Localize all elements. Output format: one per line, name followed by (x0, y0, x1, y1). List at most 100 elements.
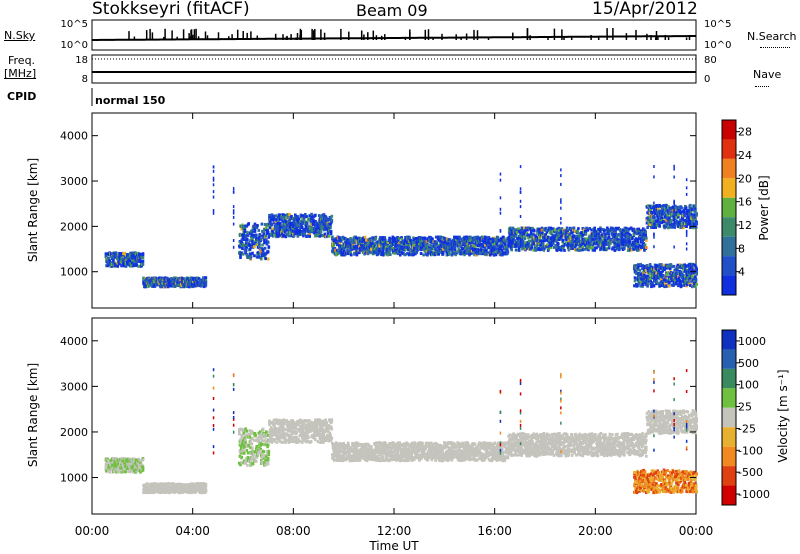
range-cell (293, 221, 296, 225)
range-cell (340, 247, 344, 251)
range-cell (343, 247, 346, 251)
power-ylabel: Slant Range [km] (26, 158, 40, 262)
range-cell (118, 262, 121, 266)
range-cell (673, 167, 675, 171)
range-cell (638, 268, 642, 272)
range-cell (653, 216, 656, 220)
range-cell (249, 243, 252, 247)
range-cell (204, 283, 208, 287)
range-cell (114, 251, 118, 255)
range-cell (329, 232, 333, 236)
range-cell (662, 274, 665, 278)
range-cell (332, 249, 335, 253)
range-cell (320, 226, 323, 230)
range-cell (308, 233, 311, 236)
range-cell (282, 213, 285, 217)
range-cell (397, 236, 401, 240)
range-cell (680, 284, 683, 288)
range-cell (232, 239, 235, 242)
nsky-panel (91, 19, 697, 51)
range-cell (212, 169, 215, 173)
range-cell (673, 224, 676, 228)
range-cell (595, 246, 598, 250)
range-cell (266, 228, 269, 232)
range-cell (124, 264, 128, 268)
range-cell (297, 217, 301, 221)
range-cell (265, 242, 269, 246)
range-cell (519, 205, 522, 209)
range-cell (280, 232, 284, 236)
range-cell (294, 213, 297, 217)
range-cell (268, 220, 272, 224)
range-cell (628, 240, 632, 244)
range-cell (265, 226, 268, 230)
range-cell (517, 240, 520, 244)
range-cell (285, 216, 288, 220)
range-cell (263, 223, 267, 226)
range-cell (284, 213, 288, 217)
range-cell (109, 254, 113, 258)
range-cell (422, 253, 425, 257)
range-cell (251, 251, 254, 255)
range-cell (658, 224, 661, 228)
range-cell (560, 235, 562, 238)
range-cell (255, 225, 259, 229)
range-cell (501, 248, 504, 252)
range-cell (250, 232, 254, 236)
range-cell (607, 244, 611, 248)
range-cell (119, 252, 122, 255)
range-cell (334, 237, 337, 241)
range-cell (188, 285, 191, 289)
plot-title: Stokkseyri (fitACF) (92, 0, 250, 19)
range-cell (692, 218, 695, 222)
range-cell (350, 253, 353, 257)
range-cell (670, 264, 673, 268)
range-cell (602, 229, 606, 233)
range-cell (685, 206, 688, 210)
range-cell (256, 224, 259, 228)
range-cell (139, 252, 142, 256)
range-cell (249, 255, 253, 258)
range-cell (131, 261, 134, 264)
range-cell (260, 257, 263, 261)
range-cell (660, 263, 663, 267)
freq-tick-bottom: 8 (82, 74, 88, 85)
range-cell (282, 225, 285, 229)
range-cell (324, 234, 328, 238)
range-cell (327, 234, 331, 238)
range-cell (294, 232, 298, 236)
range-cell (295, 223, 299, 227)
range-cell (453, 245, 457, 249)
range-cell (272, 217, 276, 221)
range-cell (270, 213, 274, 217)
date-label: 15/Apr/2012 (592, 0, 698, 19)
range-cell (256, 243, 260, 247)
range-cell (521, 247, 524, 251)
range-cell (114, 254, 118, 258)
range-cell (308, 214, 311, 218)
range-cell (363, 235, 367, 239)
nsky-line (92, 35, 696, 41)
range-cell (685, 231, 688, 235)
range-cell (250, 234, 254, 237)
range-cell (158, 276, 161, 280)
range-cell (266, 240, 270, 244)
power-colorbar-label: Power [dB] (757, 175, 771, 240)
range-cell (519, 243, 522, 247)
colorbar-tick-label: 8 (738, 242, 745, 255)
range-cell (290, 214, 293, 218)
range-cell (431, 237, 434, 241)
range-cell (141, 458, 145, 462)
range-cell (605, 247, 608, 251)
colorbar-tick-label: 20 (738, 172, 752, 185)
range-cell (323, 232, 327, 236)
range-cell (332, 247, 335, 251)
range-cell (321, 234, 325, 238)
range-cell (694, 209, 697, 213)
range-cell (180, 276, 184, 280)
range-cell (334, 248, 337, 252)
range-cell (246, 238, 249, 242)
range-cell (253, 229, 257, 233)
range-cell (502, 235, 505, 239)
range-cell (306, 234, 310, 238)
